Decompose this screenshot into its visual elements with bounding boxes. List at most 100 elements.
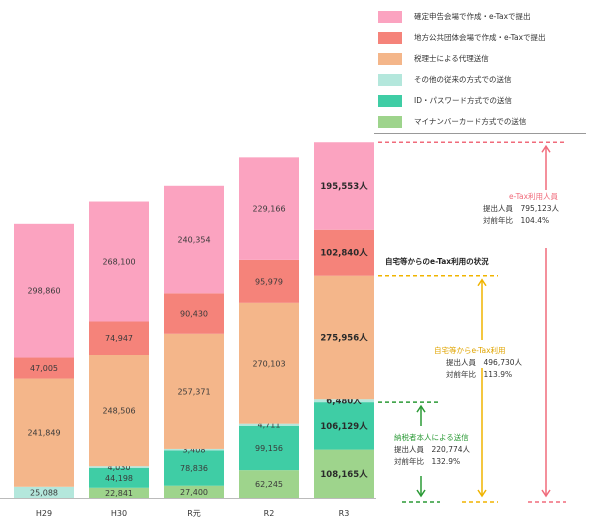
legend-label: その他の従来の方式での送信: [414, 75, 512, 84]
x-tick-label: H30: [111, 509, 127, 518]
bar-segment-label: 275,956人: [320, 332, 368, 343]
home-etax-annotation: 自宅等からe-Tax利用 提出人員 496,730人 対前年比 113.9%: [434, 345, 522, 381]
bar-segment-R2-5: [239, 157, 299, 260]
bar-segment-label: 108,165人: [320, 469, 368, 480]
bar-segment-R3-4: [314, 229, 374, 276]
legend-item: 地方公共団体会場で作成・e-Taxで提出: [372, 27, 586, 48]
bar-segment-label: 3,408: [183, 446, 206, 455]
total-arrow-down-head: [541, 489, 551, 498]
bar-segment-R元-5: [164, 185, 224, 294]
bar-segment-R元-1: [164, 450, 224, 486]
etax-users-title: e-Tax利用人員: [509, 192, 559, 201]
bar-segment-label: 47,005: [30, 364, 58, 373]
legend-swatch: [378, 31, 402, 44]
bar-segment-label: 44,198: [105, 474, 133, 483]
bar-segment-label: 240,354: [177, 236, 210, 245]
bar-segment-H30-2: [89, 466, 149, 469]
bar-segment-label: 6,480人: [326, 396, 362, 407]
self-send-annotation: 納税者本人による送信 提出人員 220,774人 対前年比 132.9%: [394, 432, 470, 468]
bar-segment-label: 298,860: [27, 287, 60, 296]
bar-segment-label: 27,400: [180, 488, 208, 497]
bar-segment-R3-2: [314, 399, 374, 403]
bar-segment-label: 90,430: [180, 310, 208, 319]
legend-swatch: [378, 52, 402, 65]
bar-segment-label: 248,506: [102, 407, 135, 416]
bar-segment-label: 102,840人: [320, 248, 368, 259]
home-etax-arrow-up-head: [477, 278, 487, 287]
etax-users-line2: 対前年比 104.4%: [483, 216, 550, 225]
etax-users-annotation: e-Tax利用人員 提出人員 795,123人 対前年比 104.4%: [483, 191, 559, 227]
legend-label: マイナンバーカード方式での送信: [414, 117, 527, 126]
bar-segment-label: 4,711: [258, 421, 281, 430]
legend-swatch: [378, 73, 402, 86]
bar-segment-label: 95,979: [255, 277, 283, 286]
legend-swatch: [378, 115, 402, 128]
legend-divider: [374, 133, 586, 134]
bar-segment-label: 25,088: [30, 488, 58, 497]
bar-segment-H30-1: [89, 468, 149, 488]
bar-segment-H30-5: [89, 201, 149, 322]
bar-segment-label: 195,553人: [320, 181, 368, 192]
x-tick-label: R元: [187, 509, 201, 518]
self-send-arrow-up-head: [416, 404, 426, 413]
bar-segment-label: 270,103: [252, 359, 285, 368]
guide-lines: [378, 141, 566, 503]
bar-segment-H30-3: [89, 355, 149, 467]
bar-segment-R3-5: [314, 142, 374, 230]
legend-swatch: [378, 10, 402, 23]
bar-segment-R3-3: [314, 275, 374, 400]
x-tick-label: R2: [264, 509, 275, 518]
legend-item: 確定申告会場で作成・e-Taxで提出: [372, 6, 586, 27]
bar-segment-label: 257,371: [177, 387, 210, 396]
legend-item: その他の従来の方式での送信: [372, 69, 586, 90]
bar-segment-R元-4: [164, 293, 224, 334]
home-etax-arrow-down-head: [477, 489, 487, 498]
home-etax-heading: 自宅等からのe-Tax利用の状況: [385, 257, 489, 266]
legend: 確定申告会場で作成・e-Taxで提出地方公共団体会場で作成・e-Taxで提出 税理…: [372, 6, 586, 132]
total-arrow-up-head: [541, 144, 551, 153]
bar-segment-label: 229,166: [252, 205, 285, 214]
etax-users-line1: 提出人員 795,123人: [483, 204, 560, 213]
bar-segment-R2-1: [239, 425, 299, 471]
bar-segment-H29-4: [14, 357, 74, 379]
legend-item: ID・パスワード方式での送信: [372, 90, 586, 111]
self-send-arrow-down-head: [416, 489, 426, 498]
bars-group: 25,088 241,849 47,005 298,860 H29 22,841 44,19…: [0, 142, 376, 518]
bar-segment-label: 268,100: [102, 258, 135, 267]
bar-segment-label: 99,156: [255, 444, 283, 453]
bar-segment-H29-3: [14, 378, 74, 487]
bar-segment-label: 22,841: [105, 489, 133, 498]
legend-label: 確定申告会場で作成・e-Taxで提出: [414, 12, 531, 21]
bar-segment-R2-2: [239, 423, 299, 426]
bar-segment-label: 62,245: [255, 480, 283, 489]
bar-segment-label: 4,030: [108, 463, 131, 472]
bar-segment-label: 78,836: [180, 464, 208, 473]
bar-segment-R2-3: [239, 302, 299, 424]
bar-segment-H30-4: [89, 321, 149, 356]
x-tick-label: R3: [339, 509, 350, 518]
home-etax-line2: 対前年比 113.9%: [446, 370, 513, 379]
bar-segment-label: 241,849: [27, 429, 60, 438]
bar-segment-R元-3: [164, 333, 224, 449]
legend-label: 地方公共団体会場で作成・e-Taxで提出: [414, 33, 546, 42]
legend-swatch: [378, 94, 402, 107]
legend-label: ID・パスワード方式での送信: [414, 96, 512, 105]
bar-segment-R元-0: [164, 485, 224, 498]
bar-segment-H29-5: [14, 223, 74, 358]
x-tick-label: H29: [36, 509, 52, 518]
legend-item: 税理士による代理送信: [372, 48, 586, 69]
self-send-title: 納税者本人による送信: [394, 433, 469, 442]
bar-segment-R2-0: [239, 470, 299, 498]
self-send-line1: 提出人員 220,774人: [394, 445, 471, 454]
bar-segment-label: 74,947: [105, 334, 133, 343]
bar-segment-label: 106,129人: [320, 421, 368, 432]
bar-segment-R2-4: [239, 259, 299, 303]
home-etax-line1: 提出人員 496,730人: [446, 358, 523, 367]
home-etax-title: 自宅等からe-Tax利用: [434, 346, 506, 355]
bar-segment-R3-0: [314, 449, 374, 498]
legend-label: 税理士による代理送信: [414, 54, 489, 63]
bar-segment-R元-2: [164, 448, 224, 451]
self-send-line2: 対前年比 132.9%: [394, 457, 461, 466]
legend-item: マイナンバーカード方式での送信: [372, 111, 586, 132]
